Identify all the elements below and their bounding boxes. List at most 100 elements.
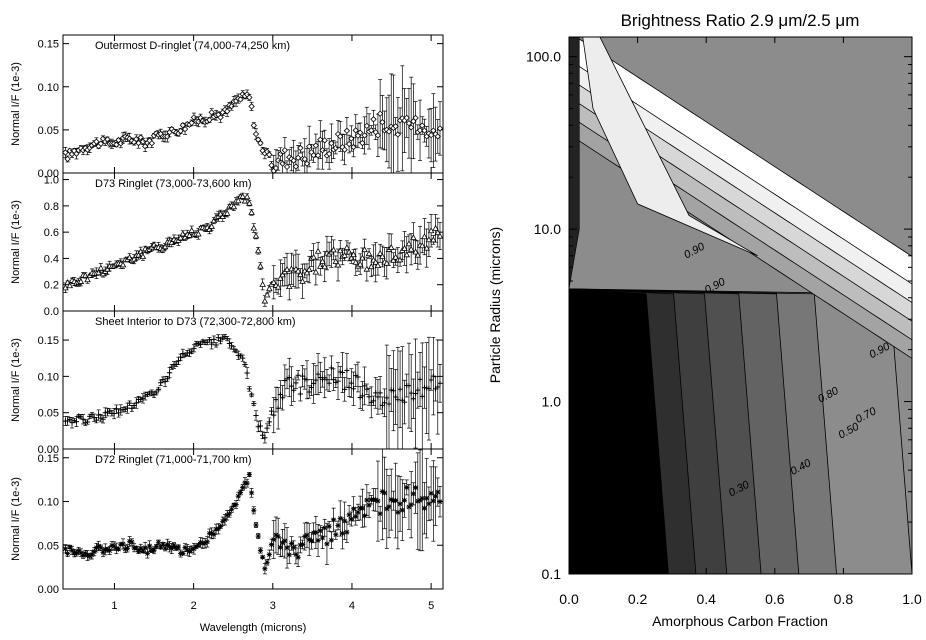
data-point: [385, 128, 393, 135]
data-point: [415, 387, 421, 393]
data-point: [297, 271, 304, 278]
y-tick-label: 0.15: [38, 335, 59, 347]
data-point: [67, 416, 73, 422]
data-point: [210, 217, 218, 224]
data-point: [223, 209, 231, 216]
data-point: [406, 504, 412, 510]
data-point: [180, 550, 186, 556]
data-point: [281, 147, 288, 154]
data-point: [158, 380, 164, 386]
data-point: [413, 485, 419, 491]
x-tick-label: 4: [349, 600, 355, 612]
data-point: [251, 401, 257, 407]
data-point: [395, 509, 401, 515]
data-point: [166, 370, 173, 376]
data-point: [84, 552, 91, 559]
data-point: [407, 245, 415, 252]
y-tick-label: 0.05: [38, 540, 59, 552]
x-tick-label: 0.0: [559, 591, 579, 607]
data-point: [206, 116, 213, 124]
data-point: [430, 236, 437, 243]
y-tick-label: 1.0: [44, 175, 59, 187]
data-point: [243, 193, 251, 200]
data-point: [310, 152, 317, 159]
data-point: [109, 542, 115, 549]
data-point: [339, 369, 346, 376]
data-point: [166, 544, 173, 550]
data-point: [311, 380, 317, 387]
data-point: [426, 386, 432, 392]
data-point: [291, 544, 297, 551]
data-point: [242, 361, 248, 368]
data-point: [350, 143, 357, 151]
data-point: [297, 391, 303, 397]
data-point: [333, 532, 339, 538]
data-point: [373, 390, 379, 396]
data-point: [306, 143, 313, 150]
data-point: [191, 345, 197, 351]
data-point: [211, 531, 217, 538]
data-point: [362, 383, 368, 389]
data-point: [279, 271, 286, 278]
data-point: [332, 144, 339, 152]
panel-ylabel: Normal I/F (1e-3): [10, 477, 22, 561]
data-point: [352, 127, 359, 134]
data-point: [348, 516, 354, 522]
data-point: [341, 146, 348, 153]
data-point: [224, 512, 230, 518]
data-point: [403, 251, 411, 258]
data-point: [395, 397, 401, 403]
data-point: [312, 268, 320, 275]
data-point: [84, 276, 91, 283]
contour-frame: [568, 36, 913, 575]
data-point: [421, 233, 428, 240]
data-point: [64, 279, 71, 286]
spectrum-panel-2: D73 Ringlet (73,000-73,600 km) 0.0 0.2 0.4 0…: [10, 172, 444, 318]
panel-title: D72 Ringlet (71,000-71,700 km): [95, 454, 252, 466]
data-point: [164, 541, 170, 547]
data-point: [124, 405, 131, 411]
data-point: [314, 152, 322, 159]
data-point: [432, 224, 439, 231]
data-point: [436, 125, 444, 132]
data-point: [414, 251, 422, 258]
y-tick-label: 0.15: [38, 453, 59, 465]
data-point: [379, 488, 385, 495]
data-point: [326, 380, 332, 386]
data-point: [244, 480, 250, 486]
data-point: [321, 137, 328, 144]
data-point: [436, 232, 444, 239]
data-point: [271, 412, 277, 418]
data-point: [178, 354, 184, 360]
data-point: [325, 150, 333, 158]
data-point: [248, 490, 255, 496]
data-point: [288, 383, 295, 389]
data-point: [344, 367, 350, 374]
data-point: [390, 256, 397, 263]
data-point: [248, 392, 255, 398]
data-point: [379, 118, 386, 126]
data-point: [96, 412, 102, 418]
data-point: [348, 380, 354, 386]
data-point: [413, 390, 419, 397]
data-point: [394, 131, 402, 138]
x-tick-label: 1: [111, 600, 117, 612]
data-point: [274, 283, 282, 290]
data-point: [368, 127, 375, 134]
data-point: [348, 135, 355, 142]
data-point: [197, 539, 204, 546]
data-point: [405, 240, 413, 247]
data-point: [291, 387, 297, 393]
data-point: [424, 495, 430, 501]
data-point: [293, 551, 299, 558]
data-point: [219, 213, 227, 219]
y-tick-label: 0.05: [38, 125, 59, 137]
data-point: [315, 371, 321, 377]
data-point: [168, 239, 176, 246]
data-point: [297, 542, 303, 548]
data-point: [127, 400, 133, 406]
data-point: [277, 544, 283, 550]
data-point: [303, 269, 311, 276]
y-tick-label: 0.4: [44, 253, 59, 265]
